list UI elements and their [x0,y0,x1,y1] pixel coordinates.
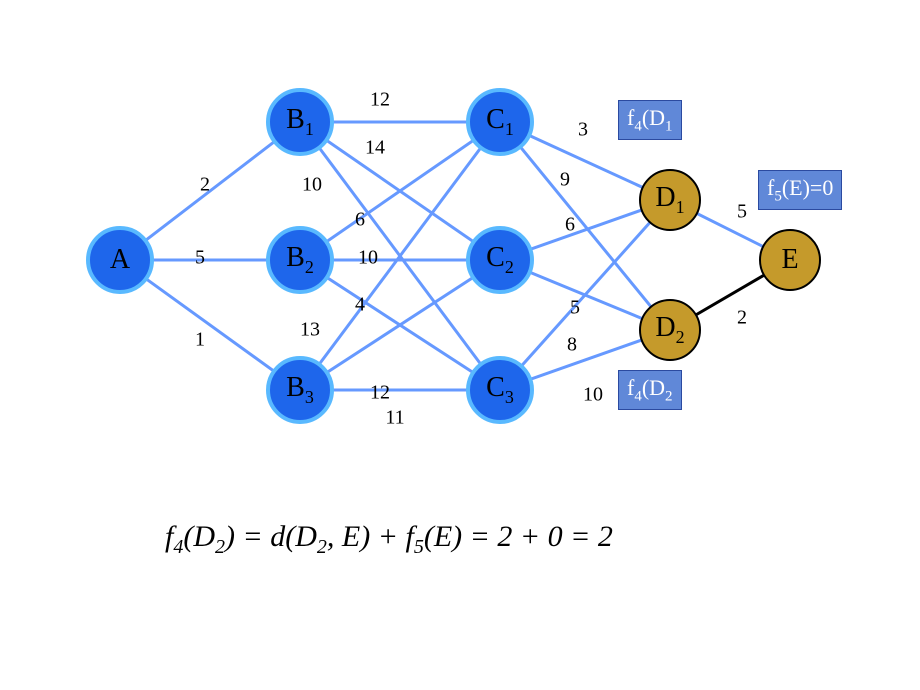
annotation-box-0: f4(D1 [618,100,682,140]
node-C2 [468,228,532,292]
annotation-box-2: f5(E)=0 [758,170,842,210]
annotation-box-1: f4(D2 [618,370,682,410]
edge-A-B1 [120,122,300,260]
node-B1 [268,90,332,154]
node-D1 [640,170,700,230]
node-B3 [268,358,332,422]
node-E [760,230,820,290]
equation-text: f4(D2) = d(D2, E) + f5(E) = 2 + 0 = 2 [165,520,613,559]
diagram-stage: 2511214106104131211396581052AB1B2B3C1C2C… [0,0,920,690]
node-C1 [468,90,532,154]
node-D2 [640,300,700,360]
node-B2 [268,228,332,292]
node-A [88,228,152,292]
edge-C1-D2 [500,122,670,330]
graph-svg [0,0,920,690]
node-C3 [468,358,532,422]
